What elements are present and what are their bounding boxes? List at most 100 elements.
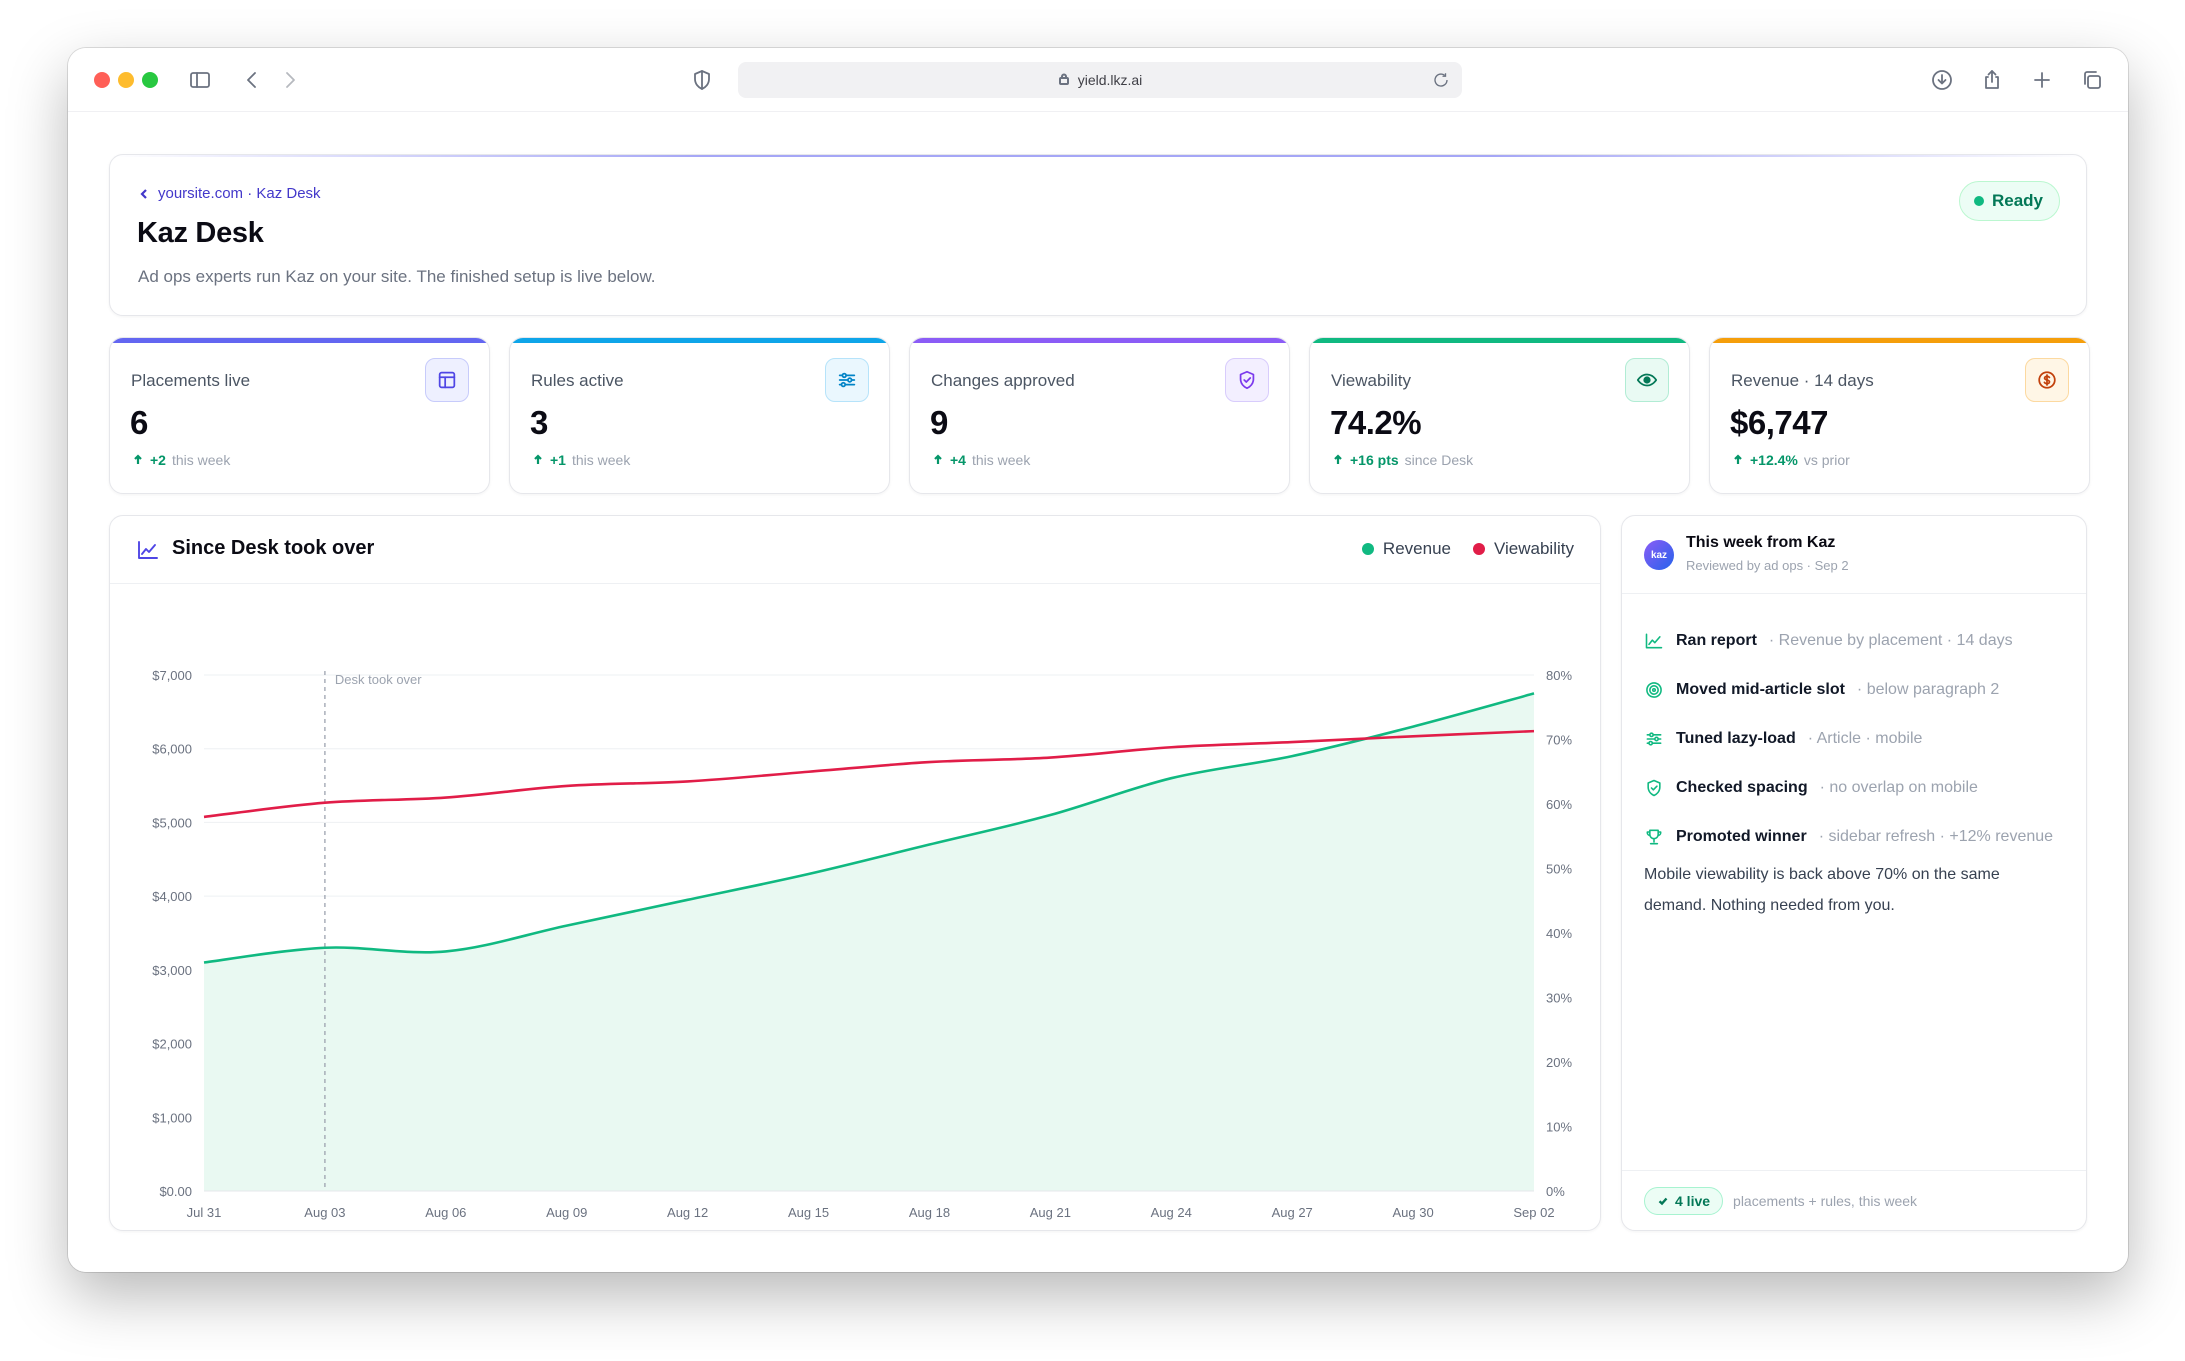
minimize-window-button[interactable] <box>118 72 134 88</box>
page-subtitle: Ad ops experts run Kaz on your site. The… <box>138 267 656 286</box>
stat-card-rules[interactable]: Rules active 3 +1 this week <box>509 337 890 494</box>
activity-card: kaz This week from Kaz Reviewed by ad op… <box>1621 515 2087 1231</box>
sliders-icon <box>825 358 869 402</box>
stat-delta-suffix: this week <box>571 452 631 468</box>
y-tick-label-right: 10% <box>1546 1120 1572 1135</box>
x-tick-label: Aug 03 <box>304 1205 345 1220</box>
avatar: kaz <box>1644 540 1674 570</box>
download-icon[interactable] <box>1928 66 1956 94</box>
layout-icon <box>425 358 469 402</box>
stat-accent-bar <box>110 338 489 343</box>
header-card: yoursite.com · Kaz Desk Kaz Desk Ad ops … <box>109 154 2087 316</box>
stat-card-changes[interactable]: Changes approved 9 +4 this week <box>909 337 1290 494</box>
activity-detail: · below paragraph 2 <box>1856 680 2000 698</box>
stat-delta-value: +12.4% <box>1750 452 1798 468</box>
activity-detail: · Revenue by placement · 14 days <box>1768 631 2013 649</box>
url-text: yield.lkz.ai <box>1077 72 1143 88</box>
forward-icon[interactable] <box>276 66 304 94</box>
activity-title: Checked spacing <box>1676 778 1808 796</box>
stat-card-placements[interactable]: Placements live 6 +2 this week <box>109 337 490 494</box>
sidebar-toggle-icon[interactable] <box>186 66 214 94</box>
chevron-left-icon <box>140 188 147 199</box>
revenue-area <box>204 693 1534 1191</box>
chart-plot: $0.00 $1,000 $2,000 $3,000 $4,000 $5,000 $6,00… <box>152 668 1572 1220</box>
legend-item-viewability[interactable]: Viewability <box>1472 539 1574 559</box>
status-badge: Ready <box>1958 181 2060 221</box>
back-icon[interactable] <box>238 66 266 94</box>
stat-delta-suffix: this week <box>171 452 231 468</box>
live-count-badge[interactable]: 4 live <box>1644 1186 1724 1215</box>
chart-line-icon <box>1645 633 1663 648</box>
stat-value: 74.2% <box>1330 404 1422 441</box>
activity-title: Ran report <box>1676 631 1757 649</box>
x-tick-label: Aug 18 <box>909 1205 950 1220</box>
sliders-icon <box>1646 731 1662 746</box>
browser-toolbar: yield.lkz.ai <box>68 48 2128 112</box>
y-tick-label-right: 60% <box>1546 797 1572 812</box>
x-tick-label: Sep 02 <box>1513 1205 1554 1220</box>
list-item[interactable]: Promoted winner · sidebar refresh · +12%… <box>1644 812 2076 861</box>
x-tick-label: Aug 09 <box>546 1205 587 1220</box>
tab-overview-icon[interactable] <box>2078 66 2106 94</box>
new-tab-icon[interactable] <box>2028 66 2056 94</box>
stat-accent-bar <box>1710 338 2089 343</box>
stat-delta-value: +4 <box>950 452 966 468</box>
activity-detail: · sidebar refresh · +12% revenue <box>1818 827 2054 845</box>
list-item[interactable]: Tuned lazy-load · Article · mobile <box>1644 714 2076 763</box>
annotation-label: Desk took over <box>335 672 422 687</box>
x-tick-label: Aug 12 <box>667 1205 708 1220</box>
x-tick-label: Aug 21 <box>1030 1205 1071 1220</box>
breadcrumb[interactable]: yoursite.com · Kaz Desk <box>138 185 321 202</box>
legend-dot <box>1361 543 1374 555</box>
legend-dot <box>1472 543 1485 555</box>
share-icon[interactable] <box>1978 66 2006 94</box>
legend-item-revenue[interactable]: Revenue <box>1361 539 1451 559</box>
stat-card-viewability[interactable]: Viewability 74.2% +16 pts since Desk <box>1309 337 1690 494</box>
stat-delta-suffix: since Desk <box>1404 452 1474 468</box>
lock-icon <box>1058 72 1070 88</box>
activity-title: Moved mid-article slot <box>1676 680 1845 698</box>
y-tick-label-left: $4,000 <box>152 889 192 904</box>
close-window-button[interactable] <box>94 72 110 88</box>
privacy-shield-icon[interactable] <box>688 66 716 94</box>
arrow-up-icon <box>534 454 542 464</box>
breadcrumb-text[interactable]: yoursite.com · Kaz Desk <box>158 185 321 202</box>
y-tick-label-right: 30% <box>1546 991 1572 1006</box>
activity-header: kaz This week from Kaz Reviewed by ad op… <box>1622 516 2086 594</box>
stat-value: $6,747 <box>1730 404 1828 441</box>
x-tick-label: Aug 27 <box>1272 1205 1313 1220</box>
y-tick-label-right: 70% <box>1546 733 1572 748</box>
y-tick-label-left: $7,000 <box>152 668 192 683</box>
list-item[interactable]: Moved mid-article slot · below paragraph… <box>1644 665 2076 714</box>
chart-line-icon <box>136 538 160 567</box>
shield-check-icon <box>1647 779 1661 796</box>
chart-card: Since Desk took over Revenue Viewability… <box>109 515 1601 1231</box>
list-item[interactable]: Ran report · Revenue by placement · 14 d… <box>1644 616 2076 665</box>
chart-legend: Revenue Viewability <box>1361 539 1574 559</box>
reload-icon[interactable] <box>1432 71 1450 92</box>
stat-accent-bar <box>510 338 889 343</box>
dollar-coin-icon <box>2025 358 2069 402</box>
y-tick-label-right: 40% <box>1546 926 1572 941</box>
legend-label: Revenue <box>1382 539 1451 558</box>
y-tick-label-left: $0.00 <box>159 1184 192 1199</box>
stat-card-revenue[interactable]: Revenue · 14 days $6,747 +12.4% vs prior <box>1709 337 2090 494</box>
y-tick-label-right: 20% <box>1546 1055 1572 1070</box>
zoom-window-button[interactable] <box>142 72 158 88</box>
chart-title: Since Desk took over <box>172 537 375 559</box>
stat-delta-suffix: this week <box>971 452 1031 468</box>
stat-accent-bar <box>910 338 1289 343</box>
stat-label: Viewability <box>1331 371 1412 390</box>
page-content: yoursite.com · Kaz Desk Kaz Desk Ad ops … <box>68 112 2128 1272</box>
list-item[interactable]: Checked spacing · no overlap on mobile <box>1644 763 2076 812</box>
y-tick-label-right: 50% <box>1546 862 1572 877</box>
stat-label: Rules active <box>531 371 624 390</box>
stat-delta: +12.4% vs prior <box>1732 452 1850 468</box>
y-tick-label-right: 80% <box>1546 668 1572 683</box>
activity-title: This week from Kaz <box>1686 534 1836 551</box>
stat-delta: +2 this week <box>132 452 230 468</box>
target-icon <box>1646 681 1662 698</box>
activity-detail: · Article · mobile <box>1807 729 1923 747</box>
address-bar[interactable]: yield.lkz.ai <box>738 62 1462 98</box>
trophy-icon <box>1646 829 1662 844</box>
